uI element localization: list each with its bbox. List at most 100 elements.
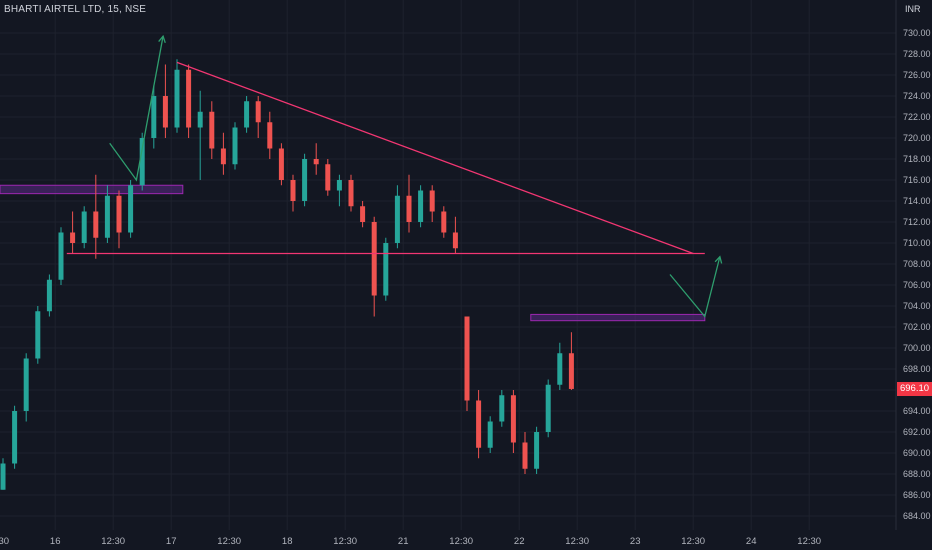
supply-zones[interactable] xyxy=(0,184,706,322)
currency-label: INR xyxy=(905,4,921,14)
candle-body xyxy=(278,148,284,180)
candle-body xyxy=(58,232,64,280)
candle-body xyxy=(46,279,52,312)
price-tick-label: 704.00 xyxy=(903,301,931,311)
candle-body xyxy=(244,101,250,128)
candle-body xyxy=(209,111,215,149)
candle-body xyxy=(186,69,192,128)
candle-body xyxy=(418,190,424,222)
price-tick-label: 720.00 xyxy=(903,133,931,143)
price-tick-label: 724.00 xyxy=(903,91,931,101)
candle-body xyxy=(220,148,226,165)
candle-body xyxy=(534,432,540,469)
candle-body xyxy=(371,222,377,296)
time-axis[interactable]: 12:30 16 12:30 17 12:30 18 12:30 21 12:30 22 12:30… xyxy=(0,536,821,547)
candles xyxy=(0,59,574,490)
price-tick-label: 710.00 xyxy=(903,238,931,248)
candle-body xyxy=(452,232,458,249)
candle-body xyxy=(197,111,203,128)
candle-body xyxy=(162,96,168,128)
price-tick-label: 698.00 xyxy=(903,364,931,374)
candle-body xyxy=(510,395,516,443)
candle-body xyxy=(267,122,273,149)
supply-zone-upper xyxy=(0,184,184,195)
candle-body xyxy=(394,195,400,243)
price-tick-label: 708.00 xyxy=(903,259,931,269)
candle-body xyxy=(406,195,412,222)
time-tick-label: 12:30 xyxy=(565,536,589,547)
candle-body xyxy=(383,243,389,296)
time-tick-label: 12:30 xyxy=(0,536,9,547)
price-tick-label: 694.00 xyxy=(903,406,931,416)
time-tick-label: 12:30 xyxy=(101,536,125,547)
projection-arrow-upper-head xyxy=(158,34,166,44)
price-tick-label: 728.00 xyxy=(903,49,931,59)
time-tick-label: 21 xyxy=(398,536,409,547)
price-tick-label: 688.00 xyxy=(903,469,931,479)
time-tick-label: 18 xyxy=(282,536,293,547)
price-tick-label: 726.00 xyxy=(903,70,931,80)
candle-body xyxy=(302,159,308,201)
candle-body xyxy=(464,316,470,401)
candle-body xyxy=(360,206,366,222)
price-tick-label: 716.00 xyxy=(903,175,931,185)
supply-zone-lower xyxy=(530,313,706,322)
candle-body xyxy=(313,159,319,165)
time-tick-label: 23 xyxy=(630,536,641,547)
time-tick-label: 12:30 xyxy=(681,536,705,547)
grid-lines xyxy=(0,0,896,530)
projection-arrow-upper xyxy=(109,36,164,182)
candle-body xyxy=(174,69,180,128)
last-price-tag: 696.10 xyxy=(897,382,932,396)
price-tick-label: 714.00 xyxy=(903,196,931,206)
candle-body xyxy=(487,421,493,448)
candle-body xyxy=(93,211,99,238)
price-tick-label: 690.00 xyxy=(903,448,931,458)
candle-body xyxy=(70,232,76,243)
candle-body xyxy=(348,180,354,207)
candle-body xyxy=(429,190,435,212)
time-tick-label: 16 xyxy=(50,536,61,547)
candle-body xyxy=(255,101,261,123)
descending-trendline xyxy=(176,61,694,255)
candle-body xyxy=(522,442,528,469)
candle-body xyxy=(0,463,6,490)
time-tick-label: 24 xyxy=(746,536,757,547)
candle-body xyxy=(23,358,29,411)
time-tick-label: 12:30 xyxy=(797,536,821,547)
price-tick-label: 700.00 xyxy=(903,343,931,353)
candle-body xyxy=(12,411,18,464)
time-tick-label: 12:30 xyxy=(217,536,241,547)
price-tick-label: 686.00 xyxy=(903,490,931,500)
candle-body xyxy=(325,164,331,191)
candle-body xyxy=(151,96,157,138)
candle-body xyxy=(232,127,238,165)
projection-arrow-lower xyxy=(669,256,721,318)
candle-body xyxy=(568,353,574,389)
time-tick-label: 12:30 xyxy=(449,536,473,547)
time-tick-label: 12:30 xyxy=(333,536,357,547)
candle-body xyxy=(128,185,134,233)
price-tick-label: 722.00 xyxy=(903,112,931,122)
projection-arrow-lower-head xyxy=(714,255,723,264)
candle-body xyxy=(336,180,342,191)
candle-body xyxy=(104,195,110,238)
price-tick-label: 712.00 xyxy=(903,217,931,227)
candle-body xyxy=(557,353,563,385)
chart-title: BHARTI AIRTEL LTD, 15, NSE xyxy=(4,4,147,15)
trend-drawings[interactable] xyxy=(66,34,723,318)
candle-body xyxy=(441,211,447,233)
time-tick-label: 22 xyxy=(514,536,525,547)
time-tick-label: 17 xyxy=(166,536,177,547)
price-axis[interactable]: 684.00686.00688.00690.00692.00694.00696.… xyxy=(903,28,931,521)
candle-body xyxy=(476,400,482,448)
candle-body xyxy=(81,211,87,243)
candle-body xyxy=(35,311,41,359)
candle-body xyxy=(499,395,505,422)
candle-body xyxy=(116,195,122,233)
candle-body xyxy=(139,138,145,186)
price-tick-label: 706.00 xyxy=(903,280,931,290)
candle-body xyxy=(545,384,551,432)
